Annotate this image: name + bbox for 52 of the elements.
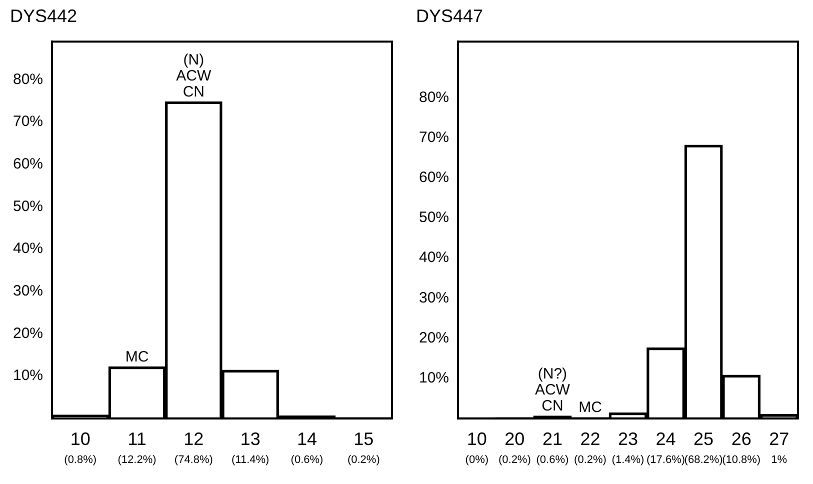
y-tick-label: 50% xyxy=(12,198,44,215)
x-tick-label: 15 xyxy=(354,429,374,450)
data-label: (68.2%) xyxy=(684,454,723,466)
y-tick-label: 50% xyxy=(418,209,450,226)
data-label: (1.4%) xyxy=(612,454,644,466)
data-label: (0.2%) xyxy=(347,454,380,466)
x-tick-label: 14 xyxy=(296,429,318,450)
data-label: (0.6%) xyxy=(290,454,324,466)
y-tick-label: 30% xyxy=(12,282,44,300)
data-label: (74.8%) xyxy=(174,454,213,466)
y-tick-label: 60% xyxy=(12,156,44,173)
annotation: (N?) ACW CN xyxy=(534,366,571,415)
data-label: (11.4%) xyxy=(231,454,270,466)
data-label: (0.6%) xyxy=(536,454,569,466)
data-label: (0.8%) xyxy=(64,454,97,466)
y-tick-label: 70% xyxy=(12,113,44,130)
annotation: MC xyxy=(125,348,149,366)
x-tick-label: 21 xyxy=(542,429,562,450)
x-tick-label: 22 xyxy=(580,429,600,450)
y-tick-label: 30% xyxy=(418,289,450,306)
x-tick-label: 26 xyxy=(731,429,752,450)
x-tick-label: 11 xyxy=(128,429,146,450)
x-tick-label: 12 xyxy=(184,429,204,450)
x-tick-label: 25 xyxy=(694,429,714,450)
data-label: (12.2%) xyxy=(118,454,156,466)
x-tick-label: 10 xyxy=(70,429,90,450)
x-tick-label: 13 xyxy=(240,429,260,450)
annotation: MC xyxy=(578,399,602,416)
y-tick-label: 20% xyxy=(418,329,450,346)
y-tick-label: 20% xyxy=(12,324,44,342)
y-tick-label: 70% xyxy=(418,128,450,146)
y-tick-label: 10% xyxy=(418,369,450,386)
chart-title: DYS442 xyxy=(10,6,78,26)
y-tick-label: 80% xyxy=(12,70,44,88)
data-label: (0%) xyxy=(465,454,489,466)
y-tick-label: 10% xyxy=(12,367,44,384)
x-tick-label: 27 xyxy=(769,429,790,450)
data-label: (0.2%) xyxy=(574,454,606,466)
y-tick-label: 40% xyxy=(12,240,44,258)
x-tick-label: 10 xyxy=(466,429,487,450)
y-tick-label: 60% xyxy=(418,169,450,186)
y-tick-label: 80% xyxy=(418,88,450,106)
chart-title: DYS447 xyxy=(416,6,484,26)
data-label: 1% xyxy=(771,454,788,466)
x-tick-label: 24 xyxy=(656,429,676,450)
data-label: (0.2%) xyxy=(498,454,531,466)
x-tick-label: 20 xyxy=(504,429,525,450)
annotation: (N) ACW CN xyxy=(176,51,212,100)
data-label: (17.6%) xyxy=(646,454,686,466)
y-tick-label: 40% xyxy=(418,249,450,266)
data-label: (10.8%) xyxy=(722,454,761,466)
x-tick-label: 23 xyxy=(618,429,638,450)
